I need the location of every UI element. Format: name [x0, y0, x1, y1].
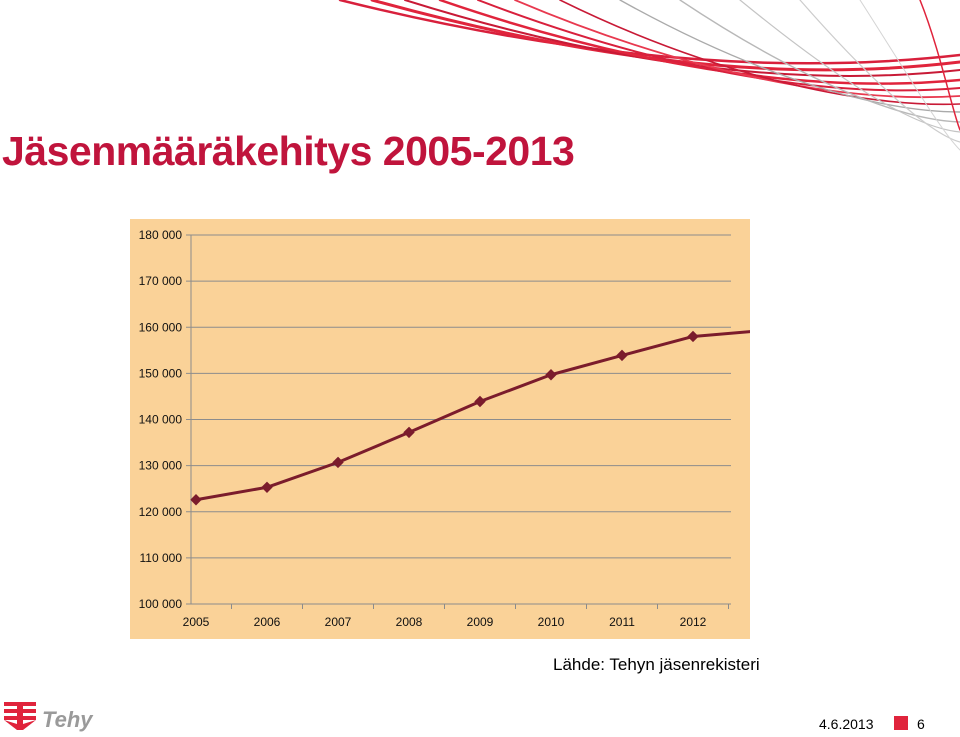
svg-text:Tehy: Tehy — [42, 707, 94, 732]
tehy-logo: Tehy — [4, 702, 94, 732]
slide-title: Jäsenmääräkehitys 2005-2013 — [2, 128, 575, 174]
y-tick-label: 100 000 — [139, 597, 183, 611]
x-tick-label: 2007 — [325, 615, 352, 629]
series-line — [195, 330, 750, 502]
data-point-2008 — [403, 426, 415, 439]
y-tick-label: 120 000 — [139, 505, 183, 519]
x-tick-label: 2012 — [680, 615, 707, 629]
y-tick-label: 160 000 — [139, 320, 183, 334]
data-point-2012 — [687, 330, 699, 343]
x-tick-label: 2006 — [254, 615, 281, 629]
x-tick-label: 2009 — [467, 615, 494, 629]
footer-date: 4.6.2013 — [819, 716, 874, 732]
x-tick-label: 2008 — [396, 615, 423, 629]
y-tick-label: 180 000 — [139, 228, 183, 242]
x-tick-label: 2011 — [609, 615, 635, 629]
y-tick-label: 140 000 — [139, 413, 183, 427]
x-tick-label: 2005 — [183, 615, 210, 629]
header-swoosh-decoration — [338, 0, 960, 151]
y-tick-label: 110 000 — [140, 551, 183, 565]
data-point-2010 — [545, 369, 557, 381]
data-point-2007 — [332, 456, 344, 469]
data-point-2006 — [261, 481, 273, 494]
x-tick-label: 2010 — [538, 615, 565, 629]
footer-accent-square — [894, 716, 908, 730]
y-tick-label: 170 000 — [139, 274, 183, 288]
y-tick-label: 130 000 — [139, 459, 183, 473]
data-point-2009 — [474, 395, 486, 408]
data-point-2005 — [190, 494, 202, 506]
source-note: Lähde: Tehyn jäsenrekisteri — [553, 655, 760, 674]
chart-panel: 100 000 110 000 120 000 130 000 140 000 150 0… — [130, 219, 750, 639]
line-chart: 100 000 110 000 120 000 130 000 140 000 150 0… — [139, 228, 750, 629]
y-tick-label: 150 000 — [139, 366, 183, 380]
data-point-2011 — [616, 349, 628, 362]
page-number: 6 — [917, 716, 925, 732]
